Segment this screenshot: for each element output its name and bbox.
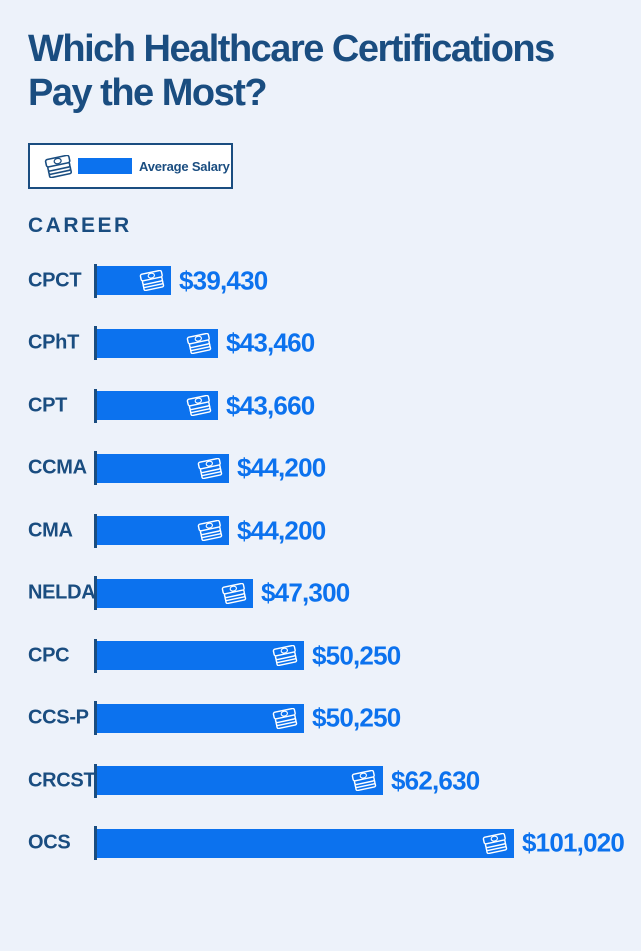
career-label: NELDA — [28, 581, 96, 604]
salary-value: $43,460 — [226, 327, 315, 358]
chart-row: CPT $43,660 — [0, 388, 641, 423]
page-title-line2: Pay the Most? — [28, 72, 268, 114]
salary-value: $39,430 — [179, 265, 268, 295]
career-label: OCS — [28, 831, 71, 854]
axis-tick — [94, 701, 97, 735]
axis-tick — [94, 388, 97, 423]
salary-bar — [97, 391, 218, 420]
bar-chart: CPCT $39,430 CPhT — [0, 263, 641, 860]
money-stack-icon — [272, 707, 298, 729]
salary-value: $44,200 — [237, 515, 326, 545]
career-column-header: CAREER — [28, 214, 132, 237]
chart-row: CPC $50,250 — [0, 638, 641, 673]
salary-bar — [97, 578, 253, 608]
salary-value: $50,250 — [312, 640, 401, 670]
salary-bar — [97, 766, 383, 795]
salary-bar — [97, 516, 229, 545]
salary-value: $50,250 — [312, 702, 401, 733]
salary-bar — [97, 453, 229, 483]
chart-row: CPCT $39,430 — [0, 263, 641, 298]
salary-bar — [97, 703, 304, 733]
money-stack-icon — [197, 457, 223, 479]
axis-tick — [94, 513, 97, 548]
money-stack-icon — [44, 154, 73, 178]
career-label: CPC — [28, 644, 70, 666]
chart-row: CRCST $62,630 — [0, 763, 641, 798]
salary-bar — [97, 828, 514, 858]
career-label: CMA — [28, 519, 73, 541]
chart-row: NELDA $47,300 — [0, 576, 641, 610]
axis-tick — [94, 826, 97, 860]
money-stack-icon — [221, 582, 247, 604]
money-stack-icon — [139, 270, 165, 291]
chart-row: CCS-P $50,250 — [0, 701, 641, 735]
money-stack-icon — [186, 332, 212, 354]
career-label: CRCST — [28, 769, 96, 791]
page-title-line1: Which Healthcare Certifications — [28, 28, 555, 70]
money-stack-icon — [186, 395, 212, 416]
career-label: CCMA — [28, 456, 87, 479]
legend: Average Salary — [28, 143, 233, 189]
axis-tick — [94, 263, 97, 298]
money-stack-icon — [272, 645, 298, 666]
money-stack-icon — [351, 770, 377, 791]
money-stack-icon — [482, 832, 508, 854]
money-stack-icon — [197, 520, 223, 541]
chart-row: CCMA $44,200 — [0, 451, 641, 485]
salary-value: $44,200 — [237, 452, 326, 483]
salary-value: $47,300 — [261, 577, 350, 608]
axis-tick — [94, 638, 97, 673]
page-title: Which Healthcare Certifications Pay the … — [28, 27, 613, 115]
salary-bar — [97, 641, 304, 670]
infographic-page: { "page": { "title_line1": "Which Health… — [0, 27, 641, 951]
axis-tick — [94, 763, 97, 798]
salary-bar — [97, 328, 218, 358]
salary-value: $101,020 — [522, 827, 625, 858]
axis-tick — [94, 326, 97, 360]
salary-bar — [97, 266, 171, 295]
salary-value: $62,630 — [391, 765, 480, 795]
career-label: CCS-P — [28, 706, 89, 729]
salary-value: $43,660 — [226, 390, 315, 420]
chart-row: CMA $44,200 — [0, 513, 641, 548]
legend-label: Average Salary — [139, 158, 230, 174]
career-label: CPhT — [28, 331, 80, 354]
legend-bar-swatch — [78, 158, 132, 174]
chart-row: CPhT $43,460 — [0, 326, 641, 360]
career-label: CPCT — [28, 269, 82, 291]
axis-tick — [94, 451, 97, 485]
chart-row: OCS $101,020 — [0, 826, 641, 860]
career-label: CPT — [28, 394, 68, 416]
axis-tick — [94, 576, 97, 610]
